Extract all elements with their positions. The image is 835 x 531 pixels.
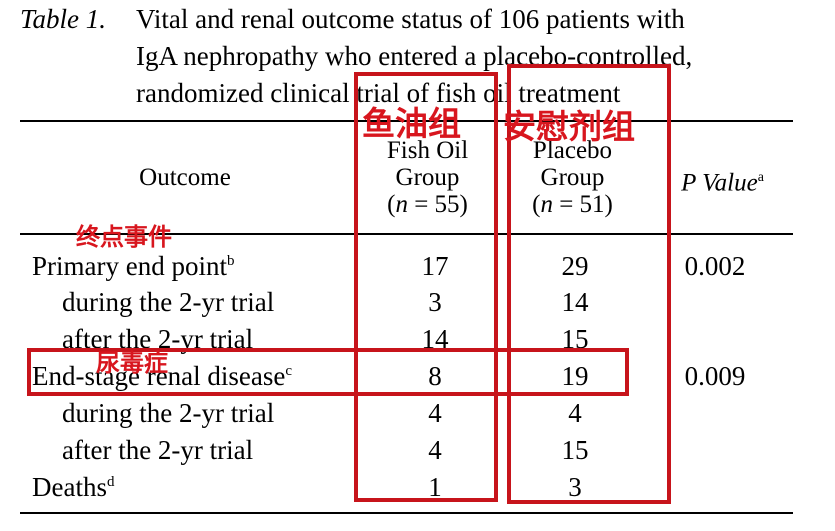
header-p-value-sup: a bbox=[757, 170, 764, 185]
fish-oil-cell: 4 bbox=[428, 398, 442, 428]
caption-line-1: Vital and renal outcome status of 106 pa… bbox=[136, 4, 685, 34]
outcome-cell: Deathsd bbox=[32, 469, 114, 506]
fish-oil-cell: 8 bbox=[428, 361, 442, 391]
outcome-cell: during the 2-yr trial bbox=[62, 395, 274, 432]
outcome-sup: b bbox=[226, 253, 235, 269]
placebo-cell: 15 bbox=[561, 435, 589, 465]
placebo-highlight-box bbox=[507, 64, 671, 504]
placebo-cell: 4 bbox=[568, 398, 582, 428]
header-p-value: P Valuea bbox=[660, 164, 785, 196]
header-placebo: Placebo Group (n = 51) bbox=[510, 137, 635, 218]
table-row: during the 2-yr trial 4 4 bbox=[0, 395, 835, 432]
annotation-fish-group: 鱼油组 bbox=[362, 104, 461, 143]
table-row: Primary end pointb 17 29 0.002 bbox=[0, 248, 835, 285]
placebo-cell: 19 bbox=[561, 361, 589, 391]
header-fish-line-3: (n = 55) bbox=[387, 191, 468, 218]
caption-line-3: randomized clinical trial of fish oil tr… bbox=[136, 78, 621, 108]
outcome-text: after the 2-yr trial bbox=[62, 435, 254, 465]
header-outcome: Outcome bbox=[110, 164, 260, 191]
p-value-cell: 0.009 bbox=[684, 361, 746, 391]
n-symbol: n bbox=[540, 191, 553, 218]
outcome-cell: during the 2-yr trial bbox=[62, 284, 274, 321]
annotation-uremia: 尿毒症 bbox=[96, 349, 168, 377]
p-value-cell: 0.002 bbox=[684, 251, 746, 281]
outcome-text: End-stage renal disease bbox=[32, 361, 286, 391]
outcome-cell: End-stage renal diseasec bbox=[32, 358, 292, 395]
esrd-highlight-box bbox=[27, 348, 629, 396]
n-symbol: n bbox=[395, 191, 408, 218]
table-row: after the 2-yr trial 4 15 bbox=[0, 432, 835, 469]
header-bottom-rule bbox=[20, 233, 793, 235]
header-fish-line-2: Group bbox=[395, 164, 460, 191]
table-top-rule bbox=[20, 120, 793, 122]
header-placebo-line-1: Placebo bbox=[532, 137, 613, 164]
annotation-placebo-group: 安慰剂组 bbox=[503, 107, 635, 146]
header-fish-oil: Fish Oil Group (n = 55) bbox=[365, 137, 490, 218]
header-fish-line-1: Fish Oil bbox=[386, 137, 469, 164]
header-placebo-line-2: Group bbox=[540, 164, 605, 191]
header-placebo-line-3: (n = 51) bbox=[532, 191, 613, 218]
header-p-value-text: P Value bbox=[681, 169, 758, 197]
table-bottom-rule bbox=[20, 512, 793, 514]
placebo-cell: 29 bbox=[561, 251, 589, 281]
table-row: during the 2-yr trial 3 14 bbox=[0, 284, 835, 321]
outcome-sup: c bbox=[285, 363, 293, 379]
fish-oil-cell: 3 bbox=[428, 287, 442, 317]
outcome-cell: after the 2-yr trial bbox=[62, 432, 253, 469]
header-outcome-label: Outcome bbox=[139, 164, 231, 191]
outcome-sup: d bbox=[106, 474, 115, 490]
fish-oil-highlight-box bbox=[354, 72, 498, 502]
fish-oil-cell: 17 bbox=[421, 251, 449, 281]
placebo-cell: 3 bbox=[568, 472, 582, 502]
outcome-cell: Primary end pointb bbox=[32, 248, 234, 285]
outcome-text: during the 2-yr trial bbox=[62, 398, 275, 428]
placebo-cell: 14 bbox=[561, 287, 589, 317]
table-row: Deathsd 1 3 bbox=[0, 469, 835, 506]
fish-oil-cell: 4 bbox=[428, 435, 442, 465]
outcome-text: Primary end point bbox=[32, 251, 227, 281]
annotation-end-events: 终点事件 bbox=[76, 223, 172, 251]
outcome-text: Deaths bbox=[32, 472, 107, 502]
table-label: Table 1. bbox=[20, 4, 107, 34]
table-row: End-stage renal diseasec 8 19 0.009 bbox=[0, 358, 835, 395]
header-p-value-label: P Valuea bbox=[660, 164, 785, 196]
fish-oil-cell: 1 bbox=[428, 472, 442, 502]
outcome-text: during the 2-yr trial bbox=[62, 287, 275, 317]
